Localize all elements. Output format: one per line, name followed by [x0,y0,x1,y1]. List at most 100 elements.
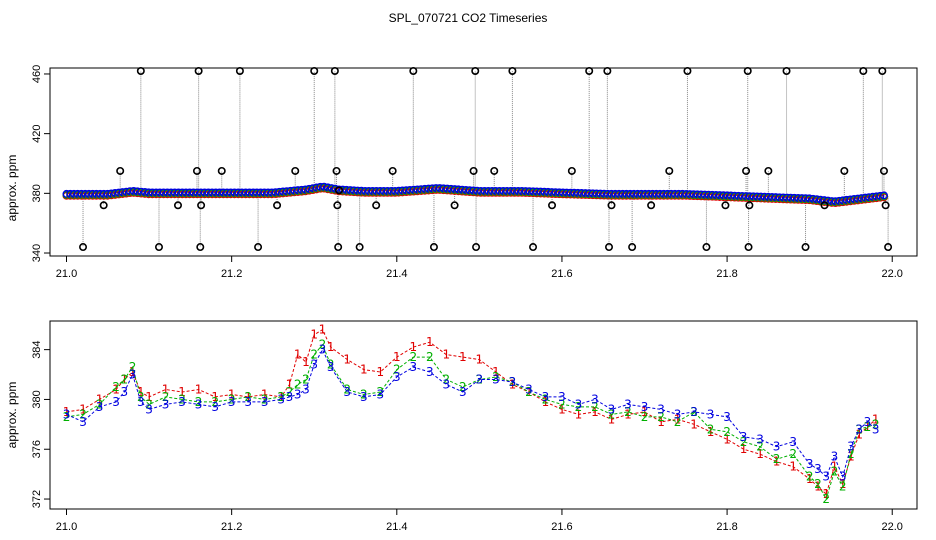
outlier-point [744,243,753,252]
series-3-point: 3 [542,390,550,404]
series-3-point: 3 [822,470,830,484]
baseline-point [510,186,519,195]
baseline-point [387,186,396,195]
panel-0-y-tick-label: 380 [31,184,43,202]
series-3-point: 3 [740,430,748,444]
baseline-point [111,189,120,198]
baseline-point [506,186,515,195]
series-2-point: 2 [723,425,731,439]
outlier-point [782,66,791,75]
series-3-point: 3 [63,407,71,421]
baseline-point [484,186,493,195]
outlier-point [310,66,319,75]
outlier-point [217,166,226,175]
baseline-point [73,189,82,198]
baseline-point [420,184,429,193]
baseline-point [305,184,314,193]
baseline-point [652,189,661,198]
series-3-point: 3 [129,368,137,382]
series-3-point: 3 [872,422,880,436]
outlier-point [742,166,751,175]
series-1-point: 1 [723,432,731,446]
baseline-point [226,188,235,197]
series-3-point: 3 [145,402,153,416]
series-1-point: 1 [558,402,566,416]
baseline-point [99,189,108,198]
series-1-point: 1 [756,447,764,461]
baseline-point [223,188,232,197]
series-2-point: 2 [409,350,417,364]
baseline-point [629,189,638,198]
outlier-point [409,66,418,75]
baseline-point [312,183,321,192]
panel-1-x-tick-label: 21.0 [56,521,77,533]
panel-1-x-tick-label: 21.8 [716,521,737,533]
series-2-point: 2 [624,405,632,419]
outlier-point [884,243,893,252]
baseline-point [842,195,851,204]
series-1-point: 1 [855,427,863,441]
series-1-point: 1 [310,328,318,342]
series-1-point: 1 [847,450,855,464]
series-3-point: 3 [773,440,781,454]
series-3-point: 3 [814,462,822,476]
outlier-point [647,201,656,210]
baseline-point [256,188,265,197]
series-1-point: 1 [211,390,219,404]
series-1-point: 1 [690,417,698,431]
panel-0-x-tick-label: 21.4 [386,268,407,280]
baseline-point [170,188,179,197]
baseline-point [514,186,523,195]
baseline-point [838,196,847,205]
outlier-point [291,166,300,175]
outlier-point [628,243,637,252]
baseline-point [264,188,273,197]
baseline-point [379,186,388,195]
series-2-point: 2 [492,370,500,384]
series-3-point: 3 [864,415,872,429]
baseline-point [282,187,291,196]
baseline-point [204,188,213,197]
series-3-point: 3 [847,440,855,454]
series-2-point: 2 [393,363,401,377]
outlier-point [490,166,499,175]
baseline-point [286,186,295,195]
series-1-point: 1 [443,348,451,362]
baseline-point [480,186,489,195]
series-3-point: 3 [96,400,104,414]
series-2-point: 2 [129,360,137,374]
panel-1-x-tick-label: 21.4 [386,521,407,533]
series-3-point: 3 [492,373,500,387]
baseline-point [850,195,859,204]
baseline-point [607,189,616,198]
outlier-point [879,166,888,175]
baseline-point [614,189,623,198]
baseline-point [861,193,870,202]
series-1-point: 1 [63,405,71,419]
series-1-point: 1 [509,377,517,391]
series-3-point: 3 [178,395,186,409]
series-2-point: 2 [558,397,566,411]
baseline-point [181,188,190,197]
series-1-point: 1 [822,487,830,501]
series-3-point: 3 [294,387,302,401]
baseline-point [656,189,665,198]
baseline-point [394,186,403,195]
baseline-point [432,184,441,193]
panel-1-y-tick-label: 372 [31,490,43,508]
baseline-point [200,188,209,197]
outlier-point [801,243,810,252]
top-panel-y-axis-label: approx. ppm [5,155,19,222]
series-3-point: 3 [120,385,128,399]
series-2-point: 2 [228,392,236,406]
baseline-point [148,188,157,197]
series-3-point: 3 [327,360,335,374]
series-1-point: 1 [839,477,847,491]
outlier-point [388,166,397,175]
baseline-point [865,193,874,202]
series-3-point: 3 [261,395,269,409]
baseline-point [189,188,198,197]
baseline-point [290,186,299,195]
baseline-point [383,186,392,195]
series-3-point: 3 [162,397,170,411]
